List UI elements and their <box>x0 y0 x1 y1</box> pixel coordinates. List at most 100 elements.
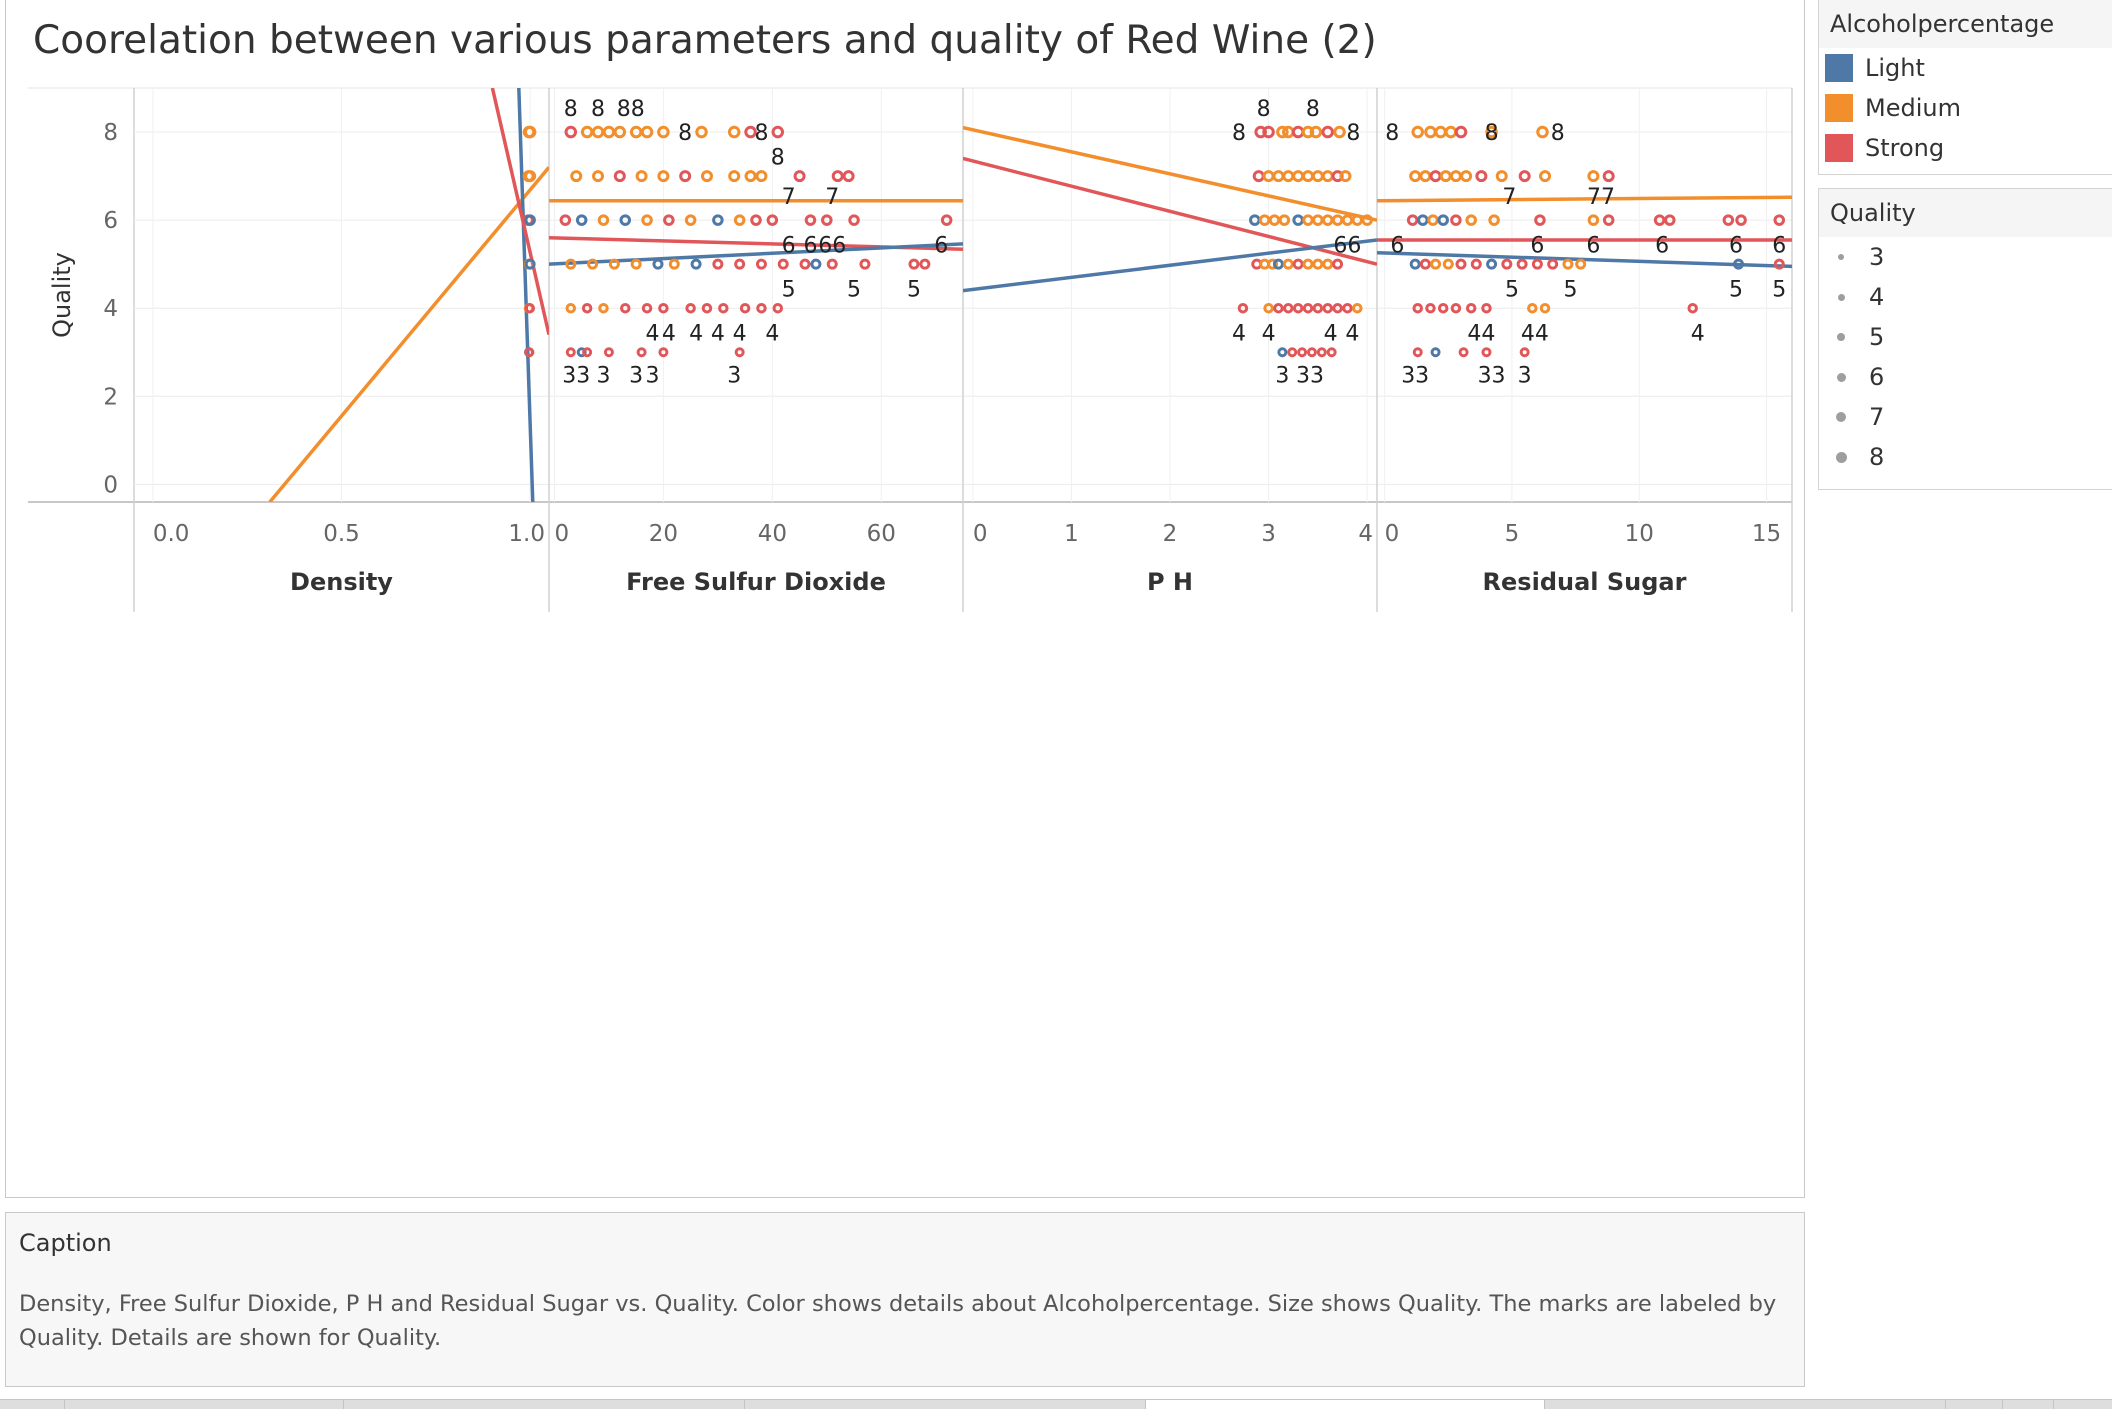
data-label: 4 <box>646 321 660 346</box>
data-point-strong <box>1450 214 1462 226</box>
data-point-medium <box>597 214 610 226</box>
data-point-strong <box>1547 258 1559 270</box>
data-point-medium <box>1322 258 1334 270</box>
data-point-strong <box>524 302 536 314</box>
y-tick-label: 6 <box>103 208 118 234</box>
data-point-strong <box>582 347 593 358</box>
data-label: 8 <box>678 121 692 146</box>
data-point-strong <box>636 347 647 358</box>
data-label: 5 <box>1505 277 1519 302</box>
data-point-medium <box>1352 302 1363 314</box>
data-label: 3 <box>1275 363 1289 388</box>
data-point-strong <box>766 214 779 226</box>
data-label: 5 <box>1772 277 1786 302</box>
data-point-medium <box>1321 170 1334 183</box>
data-label: 6 <box>1729 233 1743 258</box>
panel-marks: 8 8 87 776 6 6 6 6 65 5 5 544 44 433 33 3 <box>1377 121 1792 388</box>
data-point-strong <box>1450 302 1462 314</box>
data-point-medium <box>592 170 605 183</box>
data-point-strong <box>821 214 833 226</box>
data-point-strong <box>859 258 871 270</box>
size-legend[interactable]: Quality 3 4 5 6 7 8 <box>1818 188 2112 490</box>
data-label: 5 <box>782 277 796 302</box>
sheet-tab-active[interactable] <box>1146 1400 1545 1409</box>
size-legend-label: 5 <box>1869 323 1885 351</box>
size-dot-icon <box>1825 293 1857 301</box>
data-label: 5 <box>847 277 861 302</box>
data-point-medium <box>565 258 577 270</box>
data-label: 77 <box>1587 185 1615 210</box>
data-label: 44 <box>1521 321 1549 346</box>
data-point-light <box>1272 258 1284 270</box>
data-point-medium <box>1539 170 1552 183</box>
data-point-strong <box>663 214 675 226</box>
data-point-light <box>619 214 632 226</box>
legend-item-strong[interactable]: Strong <box>1819 128 2112 168</box>
data-point-light <box>1409 258 1421 270</box>
legend-item-light[interactable]: Light <box>1819 48 2112 88</box>
sheet-tab-strip[interactable] <box>0 1399 2112 1409</box>
data-label: 44 <box>1467 321 1495 346</box>
data-point-medium <box>1276 125 1289 139</box>
size-dot-icon <box>1825 412 1857 422</box>
data-label: 4 <box>1232 321 1246 346</box>
x-axis-title: P H <box>1147 568 1193 596</box>
data-label: 8 <box>1346 121 1360 146</box>
data-label: 8 <box>1551 121 1565 146</box>
data-label: 4 <box>689 321 703 346</box>
data-point-light <box>576 347 587 358</box>
sheet-tab[interactable] <box>344 1400 745 1409</box>
data-point-strong <box>919 258 931 270</box>
data-point-strong <box>603 347 614 358</box>
y-tick-label: 4 <box>103 296 118 322</box>
data-point-light <box>524 258 536 270</box>
data-point-strong <box>1687 302 1698 314</box>
data-point-medium <box>1263 302 1274 314</box>
sheet-tab[interactable] <box>0 1400 65 1409</box>
size-legend-item-4[interactable]: 4 <box>1819 277 2112 317</box>
data-label: 8 <box>591 97 605 122</box>
sheet-tab[interactable] <box>65 1400 344 1409</box>
size-legend-item-8[interactable]: 8 <box>1819 437 2112 477</box>
data-point-strong <box>679 170 692 183</box>
data-point-medium <box>700 170 713 183</box>
visualization-frame: Coorelation between various parameters a… <box>5 0 1805 1198</box>
sheet-tab[interactable] <box>1545 1400 1946 1409</box>
legend-label-light: Light <box>1865 54 1925 82</box>
size-legend-label: 4 <box>1869 283 1885 311</box>
data-point-strong <box>565 347 576 358</box>
data-label: 8 <box>1485 121 1499 146</box>
size-legend-item-5[interactable]: 5 <box>1819 317 2112 357</box>
trend-line-light <box>1377 250 1792 269</box>
data-label: 8 <box>1257 97 1271 122</box>
sheet-tab[interactable] <box>2003 1400 2054 1409</box>
data-point-strong <box>1412 347 1423 358</box>
size-legend-item-7[interactable]: 7 <box>1819 397 2112 437</box>
size-legend-item-6[interactable]: 6 <box>1819 357 2112 397</box>
sheet-tab[interactable] <box>745 1400 1146 1409</box>
size-legend-item-3[interactable]: 3 <box>1819 237 2112 277</box>
data-label: 66 <box>818 233 846 258</box>
data-point-medium <box>1267 258 1279 270</box>
data-label: 4 <box>733 321 747 346</box>
data-point-strong <box>1602 170 1615 183</box>
data-label: 4 <box>1345 321 1359 346</box>
color-legend[interactable]: Alcoholpercentage Light Medium Strong <box>1818 0 2112 175</box>
x-tick-label: 1.0 <box>508 521 545 547</box>
x-tick-label: 5 <box>1505 521 1520 547</box>
size-legend-label: 3 <box>1869 243 1885 271</box>
data-point-strong <box>1458 347 1469 358</box>
data-point-medium <box>630 258 642 270</box>
data-point-strong <box>734 347 745 358</box>
data-point-strong <box>1735 214 1747 226</box>
data-point-strong <box>1475 170 1488 183</box>
data-point-strong <box>831 170 844 183</box>
data-point-strong <box>842 170 855 183</box>
sheet-tab[interactable] <box>1946 1400 2003 1409</box>
data-point-strong <box>712 258 724 270</box>
data-label: 5 <box>907 277 921 302</box>
data-point-strong <box>1722 214 1735 226</box>
x-tick-label: 40 <box>758 521 787 547</box>
legend-item-medium[interactable]: Medium <box>1819 88 2112 128</box>
